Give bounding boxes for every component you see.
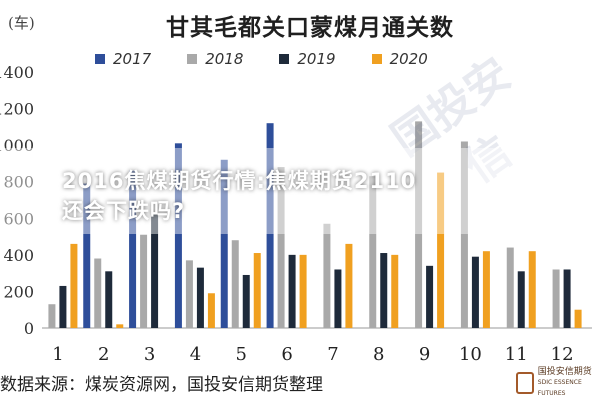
logo-text: 国投安信期货 SDIC ESSENCE FUTURES: [538, 367, 594, 399]
bar-2019-9: [426, 265, 434, 328]
x-tick-label: 9: [419, 344, 430, 365]
bar-2018-12: [552, 269, 560, 328]
x-tick-label: 5: [236, 344, 247, 365]
bar-2020-11: [528, 251, 536, 328]
bar-2019-10: [471, 256, 479, 328]
bar-2018-5: [231, 240, 239, 328]
legend-label-2020: 2020: [389, 50, 428, 68]
bar-2018-10: [460, 141, 468, 328]
x-tick-label: 4: [190, 344, 201, 365]
bar-2019-1: [59, 285, 67, 328]
bar-2017-5: [220, 159, 228, 328]
x-tick-label: 3: [144, 344, 155, 365]
y-tick-label: 0: [24, 319, 34, 338]
x-tick-label: 6: [281, 344, 292, 365]
y-tick-label: 200: [3, 282, 34, 301]
bar-2017-6: [266, 123, 274, 328]
article-title-banner: [0, 148, 600, 234]
bar-2019-6: [288, 254, 296, 328]
y-tick-label: 800: [3, 173, 34, 192]
bar-2020-2: [116, 324, 124, 328]
legend-swatch-2018: [187, 54, 198, 64]
bar-2018-11: [506, 247, 514, 328]
bar-2019-7: [334, 269, 342, 328]
y-tick-label: 1000: [0, 136, 34, 155]
bar-2018-7: [323, 223, 331, 328]
legend-item-2020: 2020: [371, 50, 428, 68]
bar-2017-2: [83, 183, 91, 328]
bar-2020-12: [574, 309, 582, 328]
x-tick-label: 12: [551, 344, 574, 365]
bar-2019-12: [563, 269, 571, 328]
logo-mark-icon: [516, 372, 534, 394]
bar-2020-4: [207, 293, 215, 328]
bar-2020-7: [345, 243, 353, 328]
bar-2017-3: [129, 170, 137, 328]
bar-2019-4: [196, 267, 204, 328]
bar-2019-2: [105, 271, 113, 328]
y-tick-label: 600: [3, 209, 34, 228]
bar-2018-4: [185, 260, 193, 328]
legend-swatch-2020: [371, 54, 382, 64]
bar-2020-10: [482, 251, 490, 328]
article-title-text: 2016焦煤期货行情:焦煤期货2110还会下跌吗?: [62, 169, 417, 223]
legend-swatch-2019: [279, 54, 290, 64]
logo-text-line1: 国投安信期货: [537, 367, 592, 377]
bar-2018-9: [415, 121, 423, 328]
x-tick-label: 8: [373, 344, 384, 365]
y-axis-unit: (车): [8, 14, 35, 32]
bar-2020-1: [70, 243, 78, 328]
bar-2020-6: [299, 254, 307, 328]
bar-2018-6: [277, 167, 285, 328]
bar-2018-8: [369, 176, 377, 328]
bar-2018-3: [140, 234, 148, 328]
bar-2017-4: [174, 143, 182, 328]
y-tick-label: 400: [3, 246, 34, 265]
source-note: 数据来源：煤炭资源网，国投安信期货整理: [0, 375, 323, 395]
bar-2019-3: [151, 214, 159, 328]
x-tick-label: 2: [98, 344, 109, 365]
bar-2019-5: [242, 274, 250, 328]
logo-text-line2: SDIC ESSENCE FUTURES: [537, 379, 582, 397]
bar-2019-8: [380, 253, 388, 328]
x-tick-label: 7: [327, 344, 338, 365]
legend: 2017 2018 2019 2020: [95, 50, 428, 68]
chart-title: 甘其毛都关口蒙煤月通关数: [166, 15, 454, 41]
legend-label-2017: 2017: [113, 50, 152, 68]
x-tick-label: 10: [459, 344, 482, 365]
bar-2018-2: [94, 258, 102, 328]
bar-2019-11: [517, 271, 525, 328]
y-tick-label: 1400: [0, 63, 34, 82]
bar-2018-1: [48, 304, 56, 328]
x-tick-label: 11: [505, 344, 528, 365]
legend-item-2017: 2017: [95, 50, 151, 68]
bar-2020-9: [437, 172, 445, 328]
legend-item-2018: 2018: [187, 50, 243, 68]
y-tick-label: 1200: [0, 100, 34, 119]
bar-2020-8: [391, 254, 399, 328]
legend-label-2018: 2018: [205, 50, 244, 68]
company-logo: 国投安信期货 SDIC ESSENCE FUTURES: [516, 367, 594, 397]
bar-2020-5: [253, 253, 261, 328]
legend-swatch-2017: [95, 54, 105, 64]
legend-label-2019: 2019: [297, 50, 336, 68]
legend-item-2019: 2019: [279, 50, 336, 68]
x-tick-label: 1: [52, 344, 63, 365]
